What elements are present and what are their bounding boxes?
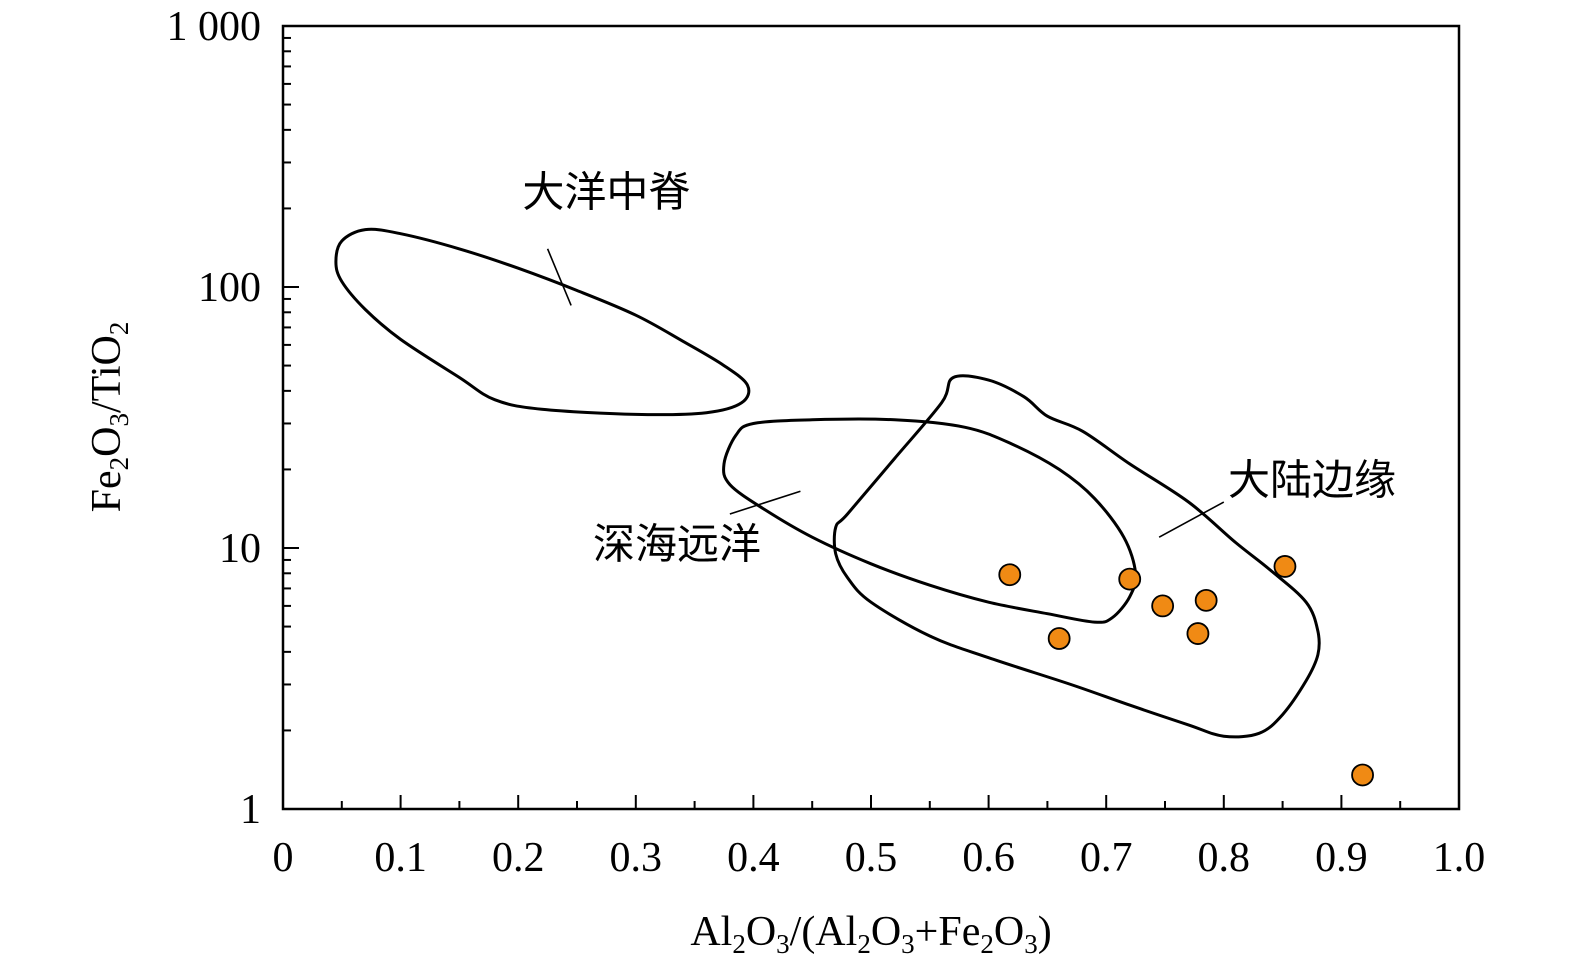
y-tick-label: 1 000 — [167, 4, 262, 50]
sample-point — [1351, 763, 1374, 787]
y-tick-label: 1 — [240, 787, 261, 833]
deep-sea-pelagic-outline — [722, 417, 1138, 624]
y-tick-label: 10 — [219, 526, 261, 572]
mid-ocean-ridge-label: 大洋中脊 — [522, 168, 690, 217]
sample-point — [1186, 622, 1210, 645]
y-axis-label: Fe2O3/TiO2 — [84, 322, 134, 513]
x-tick-label: 0.9 — [1315, 835, 1368, 881]
sample-point — [998, 563, 1022, 587]
sample-point — [1194, 588, 1218, 612]
x-axis-label: Al2O3/(Al2O3+Fe2O3) — [690, 909, 1051, 959]
x-tick-label: 0.7 — [1080, 835, 1133, 881]
plot-frame — [281, 24, 1461, 811]
y-axis-ticks: 1 10 100 1 000 — [167, 4, 299, 833]
x-tick-label: 0.1 — [374, 835, 427, 881]
mid-ocean-ridge-outline — [334, 227, 751, 417]
x-tick-label: 0.2 — [492, 835, 545, 881]
data-points — [998, 555, 1374, 787]
continental-margin-leader-line — [1158, 501, 1225, 538]
sample-point — [1118, 567, 1142, 591]
deep-sea-pelagic-leader-line — [729, 490, 801, 515]
x-tick-label: 1.0 — [1433, 835, 1486, 881]
deep-sea-pelagic-label: 深海远洋 — [593, 520, 761, 569]
sample-point — [1273, 555, 1297, 578]
y-tick-label: 100 — [198, 265, 261, 311]
mid-ocean-ridge-leader-line — [546, 248, 572, 306]
x-tick-label: 0.3 — [610, 835, 663, 881]
continental-margin-label: 大陆边缘 — [1228, 456, 1396, 505]
continental-margin-outline — [832, 374, 1321, 739]
x-axis-ticks: 0 0.1 0.2 0.3 0.4 0.5 0.6 0.7 0.8 0.9 1.0 — [273, 795, 1486, 881]
x-tick-label: 0.8 — [1198, 835, 1251, 881]
x-tick-label: 0.4 — [727, 835, 780, 881]
sample-point — [1151, 594, 1175, 618]
x-tick-label: 0 — [273, 835, 294, 881]
x-tick-label: 0.5 — [845, 835, 898, 881]
sample-point — [1047, 627, 1071, 650]
x-tick-label: 0.6 — [962, 835, 1015, 881]
